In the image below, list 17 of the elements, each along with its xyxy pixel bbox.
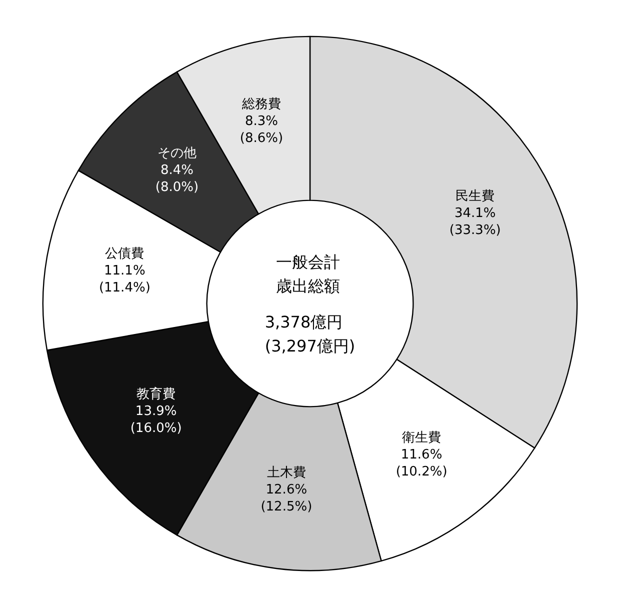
slice-label: 土木費 — [266, 466, 306, 481]
data-label: 34.1% (33.3%) — [449, 206, 501, 238]
data-label: 13.9% (16.0%) — [130, 404, 182, 436]
data-label: 8.3% (8.6%) — [240, 114, 284, 146]
slice-label: 公債費 — [105, 246, 144, 262]
slice-label: 衛生費 — [402, 430, 442, 446]
data-label: 12.6% (12.5%) — [260, 482, 312, 515]
data-label: 8.4% (8.0%) — [155, 162, 199, 195]
data-label: 11.1% (11.4%) — [98, 264, 150, 296]
text: 一般会計歳出総額 — [276, 252, 340, 296]
slice-label: 民生費 — [456, 188, 495, 204]
text: 3,378億円 — [264, 312, 343, 332]
slice-label: 教育費 — [136, 386, 176, 402]
slice-label: 総務費 — [240, 97, 281, 112]
slice-label: その他 — [157, 146, 196, 161]
text: (3,297億円) — [264, 336, 356, 356]
data-label: 11.6% (10.2%) — [396, 448, 448, 480]
